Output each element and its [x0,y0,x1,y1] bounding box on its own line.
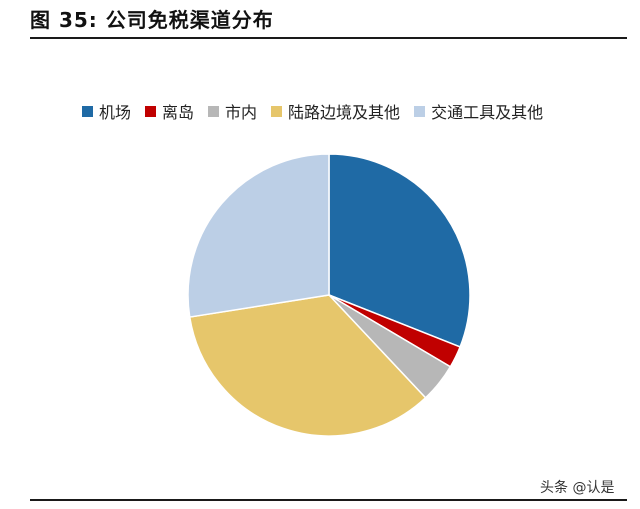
page-title: 图 35: 公司免税渠道分布 [30,8,274,32]
legend-item: 离岛 [145,99,194,123]
legend-item: 交通工具及其他 [414,99,543,123]
title-divider [30,37,627,39]
legend-item: 陆路边境及其他 [271,99,400,123]
legend-swatch [145,105,157,117]
legend-swatch [82,105,93,117]
legend-label: 市内 [225,103,258,122]
pie-slice-1 [328,153,471,348]
legend-swatch [414,105,426,117]
legend-label: 交通工具及其他 [431,103,544,122]
legend-item: 机场 [82,99,131,123]
legend-item: 市内 [208,99,257,123]
watermark: 头条 @认是 [540,480,615,496]
pie-slices [187,153,471,437]
bottom-divider [30,499,627,501]
legend-label: 陆路边境及其他 [288,103,401,122]
pie-slice-5 [187,153,330,318]
pie-slice-4 [188,294,427,437]
legend-label: 机场 [99,103,132,122]
legend-label: 离岛 [162,103,195,122]
chart-legend: 机场 离岛 市内 陆路边境及其他 交通工具及其他 [82,98,592,124]
legend-swatch [271,105,283,117]
legend-swatch [208,105,220,117]
